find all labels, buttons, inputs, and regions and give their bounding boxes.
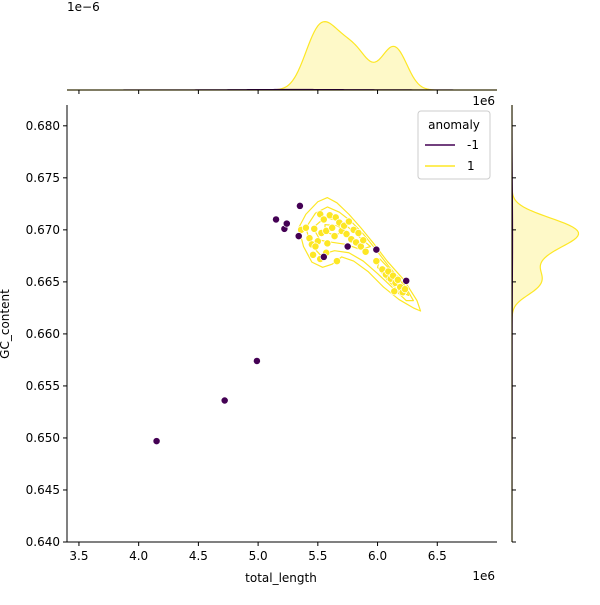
scatter-point-anomaly-1 bbox=[328, 223, 337, 232]
scatter-point-anomaly-1 bbox=[319, 215, 328, 224]
scatter-point-anomaly-neg1 bbox=[272, 215, 280, 224]
x-tick-label: 4.0 bbox=[129, 549, 148, 563]
density-contour-level-1 bbox=[298, 197, 422, 312]
scatter-point-anomaly-neg1 bbox=[220, 396, 229, 405]
scatter-points bbox=[152, 201, 411, 446]
scatter-point-anomaly-1 bbox=[372, 257, 381, 266]
scatter-point-anomaly-neg1 bbox=[343, 242, 352, 251]
scatter-point-anomaly-neg1 bbox=[402, 276, 411, 285]
x-tick-label: 5.5 bbox=[308, 549, 327, 563]
x-tick-label: 6.0 bbox=[368, 549, 387, 563]
x-axis-ticks: 3.5 4.0 4.5 5.0 5.5 6.0 6.5 bbox=[69, 542, 447, 563]
scatter-point-anomaly-neg1 bbox=[295, 201, 304, 210]
legend-label-1: 1 bbox=[467, 159, 475, 173]
scatter-point-anomaly-1 bbox=[393, 275, 402, 284]
scatter-point-anomaly-1 bbox=[359, 236, 368, 245]
y-tick-label: 0.660 bbox=[26, 327, 60, 341]
y-tick-label: 0.680 bbox=[26, 119, 60, 133]
top-marginal: 1e−6 bbox=[67, 0, 497, 94]
scatter-point-anomaly-1 bbox=[301, 223, 310, 232]
x-tick-label: 4.5 bbox=[189, 549, 208, 563]
scatter-point-anomaly-neg1 bbox=[252, 357, 261, 365]
scatter-point-anomaly-1 bbox=[330, 232, 339, 241]
y-tick-label: 0.645 bbox=[26, 483, 60, 497]
main-axes: 3.5 4.0 4.5 5.0 5.5 6.0 6.5 0.6400.6450.6500.6… bbox=[0, 94, 497, 585]
y-offset-label: 1e6 bbox=[472, 94, 495, 108]
y-tick-label: 0.655 bbox=[26, 379, 60, 393]
scatter-point-anomaly-1 bbox=[323, 239, 332, 248]
top-marginal-ticks bbox=[78, 90, 438, 94]
scatter-point-anomaly-neg1 bbox=[319, 252, 328, 261]
top-marginal-offset-label: 1e−6 bbox=[67, 0, 100, 14]
scatter-point-anomaly-neg1 bbox=[294, 232, 303, 241]
top-marginal-kde-anomaly-1 bbox=[67, 20, 497, 91]
x-tick-label: 5.0 bbox=[249, 549, 268, 563]
right-marginal-ticks bbox=[512, 125, 516, 543]
density-contour-level-2 bbox=[305, 206, 414, 302]
y-tick-label: 0.650 bbox=[26, 431, 60, 445]
scatter-point-anomaly-1 bbox=[361, 247, 370, 256]
scatter-point-anomaly-1 bbox=[354, 229, 363, 237]
y-tick-label: 0.670 bbox=[26, 223, 60, 237]
scatter-point-anomaly-1 bbox=[311, 242, 320, 251]
y-axis-ticks: 0.640 0.645 0.650 0.655 0.660 0.665 0.670 0.675… bbox=[26, 119, 67, 549]
right-marginal bbox=[511, 105, 580, 543]
y-tick-label: 0.665 bbox=[26, 275, 60, 289]
legend-title: anomaly bbox=[428, 118, 480, 132]
scatter-point-anomaly-1 bbox=[310, 224, 319, 233]
x-tick-label: 6.5 bbox=[428, 549, 447, 563]
legend-label-neg1: -1 bbox=[467, 138, 479, 152]
scatter-point-anomaly-1 bbox=[344, 217, 353, 226]
y-tick-label: 0.640 bbox=[26, 535, 60, 549]
scatter-point-anomaly-1 bbox=[309, 250, 318, 259]
right-marginal-kde-anomaly-1 bbox=[511, 105, 580, 542]
scatter-point-anomaly-1 bbox=[342, 230, 351, 238]
scatter-point-anomaly-1 bbox=[401, 285, 409, 294]
x-axis-label: total_length bbox=[245, 571, 317, 585]
scatter-point-anomaly-neg1 bbox=[282, 219, 291, 228]
x-offset-label: 1e6 bbox=[472, 569, 495, 583]
scatter-point-anomaly-neg1 bbox=[152, 437, 161, 446]
y-axis-label: GC_content bbox=[0, 289, 12, 359]
x-tick-label: 3.5 bbox=[69, 549, 88, 563]
legend: anomaly -1 1 bbox=[417, 110, 491, 180]
scatter-point-anomaly-1 bbox=[332, 257, 341, 266]
scatter-point-anomaly-1 bbox=[390, 287, 399, 296]
scatter-point-anomaly-neg1 bbox=[372, 245, 381, 254]
y-tick-label: 0.675 bbox=[26, 171, 60, 185]
